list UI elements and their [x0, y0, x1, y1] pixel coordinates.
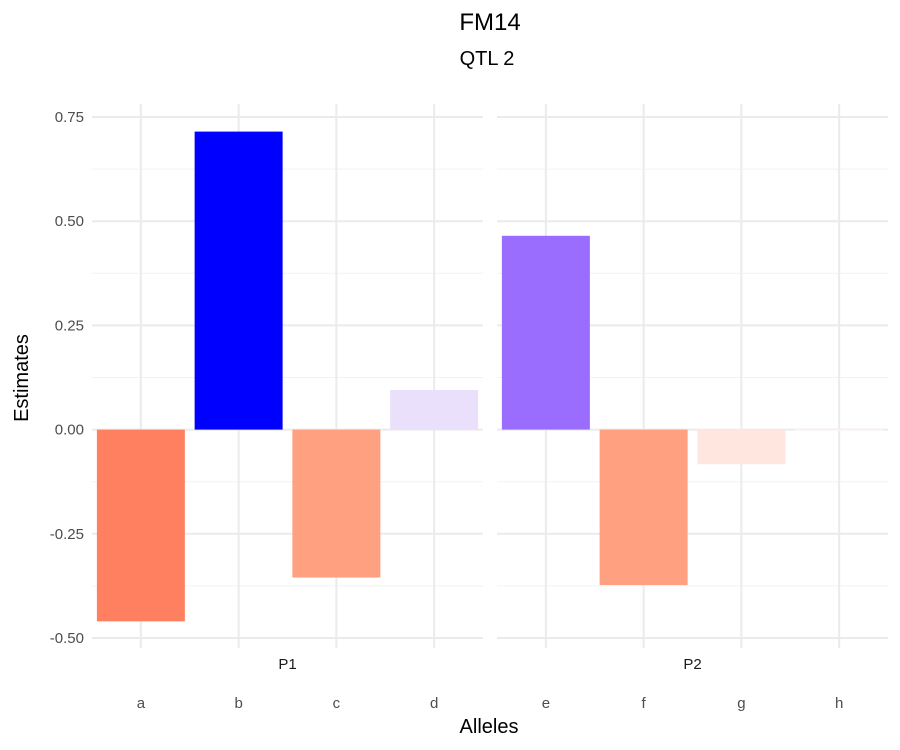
y-tick-label: 0.00	[55, 422, 84, 439]
x-tick-label: d	[430, 695, 438, 712]
x-tick-label: c	[333, 695, 341, 712]
panel-label-P1: P1	[278, 656, 296, 673]
x-axis-title: Alleles	[460, 716, 519, 738]
bar-d	[390, 390, 479, 430]
panel-label-P2: P2	[683, 656, 701, 673]
bar-b	[194, 131, 283, 430]
bar-g	[697, 429, 786, 465]
bar-h	[795, 429, 884, 431]
bar-e	[501, 235, 590, 430]
y-tick-label: -0.50	[50, 630, 84, 647]
x-tick-label: b	[234, 695, 242, 712]
x-tick-label: e	[542, 695, 550, 712]
x-tick-label: a	[137, 695, 146, 712]
y-tick-label: 0.75	[55, 109, 84, 126]
bar-f	[599, 429, 688, 586]
x-tick-label: f	[642, 695, 647, 712]
plot-area: -0.50 -0.25 0.00 0.25 0.50 0.75 P1 a b c d P2 e f g h	[50, 104, 888, 712]
x-tick-label: g	[737, 695, 745, 712]
y-tick-label: 0.25	[55, 317, 84, 334]
chart-subtitle: QTL 2	[460, 48, 515, 70]
bar-a	[96, 429, 185, 622]
y-tick-label: -0.25	[50, 526, 84, 543]
x-tick-label: h	[835, 695, 843, 712]
y-tick-label: 0.50	[55, 213, 84, 230]
chart-title: FM14	[459, 9, 520, 36]
bar-c	[292, 429, 381, 578]
y-axis-title: Estimates	[11, 334, 33, 422]
